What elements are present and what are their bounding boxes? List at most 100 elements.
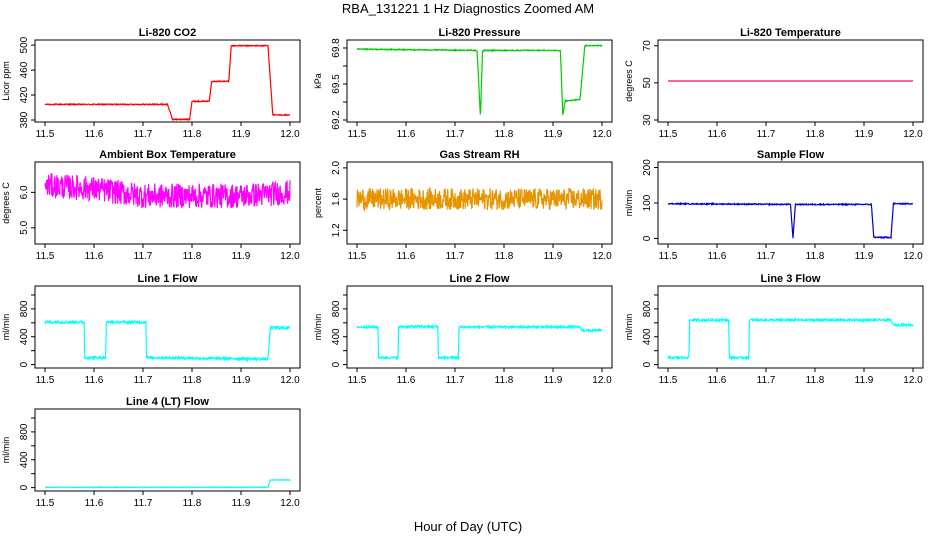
x-tick-label: 11.6 — [85, 375, 104, 386]
panel-1: Li-820 CO2 11.5 11.6 11.7 11.8 11.9 12.0 380 420… — [1, 27, 301, 140]
y-tick-label: 100 — [642, 194, 653, 211]
x-tick-label: 11.8 — [183, 498, 202, 509]
panel-title: Line 1 Flow — [138, 273, 198, 285]
data-series-line — [667, 316, 914, 361]
x-tick-label: 11.7 — [134, 498, 153, 509]
y-axis-label: ml/min — [624, 190, 634, 217]
data-series-line — [44, 44, 291, 121]
panel-title: Line 4 (LT) Flow — [126, 396, 209, 408]
plot-frame — [657, 285, 924, 369]
x-tick-label: 11.6 — [397, 251, 416, 262]
panel-9: Line 3 Flow 11.5 11.6 11.7 11.8 11.9 12.0 0 400 8… — [624, 273, 924, 386]
y-tick-label: 69.2 — [331, 110, 342, 130]
panel-7: Line 1 Flow 11.5 11.6 11.7 11.8 11.9 12.0 0 400 8… — [1, 273, 301, 386]
x-tick-label: 12.0 — [592, 375, 612, 386]
panel-10: Line 4 (LT) Flow 11.5 11.6 11.7 11.8 11.9 12.0… — [1, 396, 301, 509]
x-tick-label: 11.5 — [36, 498, 55, 509]
panel-title: Ambient Box Temperature — [99, 149, 236, 161]
panel-title: Li-820 Pressure — [439, 27, 521, 39]
x-tick-label: 11.5 — [659, 129, 678, 140]
plot-frame — [346, 161, 613, 245]
x-tick-label: 11.6 — [85, 498, 104, 509]
x-tick-label: 11.9 — [544, 251, 563, 262]
x-tick-label: 11.6 — [397, 129, 416, 140]
y-axis-label: ml/min — [1, 437, 11, 464]
y-tick-label: 0 — [642, 235, 653, 241]
x-tick-label: 11.6 — [708, 129, 727, 140]
panel-4: Ambient Box Temperature 11.5 11.6 11.7 11.8 1… — [1, 149, 301, 262]
y-tick-label: 0 — [19, 484, 30, 490]
y-tick-label: 500 — [19, 36, 30, 53]
x-tick-label: 11.7 — [757, 129, 776, 140]
y-tick-label: 800 — [642, 300, 653, 317]
panel-title: Line 3 Flow — [761, 273, 821, 285]
y-tick-label: 1.2 — [331, 223, 342, 237]
y-tick-label: 0 — [19, 361, 30, 367]
x-tick-label: 11.7 — [134, 129, 153, 140]
y-tick-label: 2.0 — [331, 161, 342, 175]
y-tick-label: 400 — [19, 451, 30, 468]
y-tick-label: 69.8 — [331, 38, 342, 58]
x-tick-label: 11.7 — [446, 251, 465, 262]
x-tick-label: 11.5 — [348, 251, 367, 262]
data-series-line — [44, 173, 291, 209]
x-tick-label: 11.8 — [495, 251, 514, 262]
x-tick-label: 11.7 — [446, 375, 465, 386]
y-tick-label: 800 — [19, 423, 30, 440]
x-tick-label: 11.9 — [232, 375, 251, 386]
x-tick-label: 11.8 — [806, 375, 825, 386]
data-series-line — [356, 323, 603, 361]
x-tick-label: 12.0 — [903, 375, 923, 386]
plot-frame — [34, 408, 301, 492]
data-series-line — [356, 44, 603, 115]
x-tick-label: 12.0 — [592, 251, 612, 262]
y-axis-label: ml/min — [1, 314, 11, 341]
x-tick-label: 11.5 — [659, 375, 678, 386]
x-tick-label: 11.9 — [544, 375, 563, 386]
x-tick-label: 12.0 — [280, 251, 300, 262]
x-tick-label: 12.0 — [280, 498, 300, 509]
x-tick-label: 11.5 — [659, 251, 678, 262]
x-tick-label: 11.6 — [708, 251, 727, 262]
y-tick-label: 400 — [331, 328, 342, 345]
plot-frame — [34, 161, 301, 245]
panel-5: Gas Stream RH 11.5 11.6 11.7 11.8 11.9 12.0 1.2… — [313, 149, 613, 262]
data-series-line — [356, 186, 603, 212]
x-tick-label: 11.6 — [85, 129, 104, 140]
x-tick-label: 12.0 — [903, 251, 923, 262]
panel-title: Gas Stream RH — [439, 149, 519, 161]
panel-3: Li-820 Temperature 11.5 11.6 11.7 11.8 11.9 12… — [624, 27, 924, 140]
y-tick-label: 0 — [642, 361, 653, 367]
y-axis-label: Licor ppm — [1, 61, 11, 101]
x-tick-label: 11.8 — [183, 251, 202, 262]
x-tick-label: 12.0 — [280, 375, 300, 386]
y-axis-label: percent — [313, 187, 323, 218]
y-axis-label: degrees C — [1, 182, 11, 224]
x-tick-label: 11.5 — [348, 129, 367, 140]
plot-panels: Li-820 CO2 11.5 11.6 11.7 11.8 11.9 12.0 380 420… — [1, 27, 924, 509]
y-tick-label: 6.0 — [19, 185, 30, 199]
x-tick-label: 11.9 — [232, 129, 251, 140]
panel-title: Li-820 Temperature — [740, 27, 841, 39]
y-tick-label: 1.6 — [331, 192, 342, 206]
y-tick-label: 380 — [19, 111, 30, 128]
x-tick-label: 11.7 — [446, 129, 465, 140]
plot-frame — [34, 285, 301, 369]
y-tick-label: 800 — [19, 300, 30, 317]
plot-frame — [34, 39, 301, 123]
figure-title: RBA_131221 1 Hz Diagnostics Zoomed AM — [342, 1, 594, 16]
y-axis-label: kPa — [313, 73, 323, 89]
y-axis-label: degrees C — [624, 60, 634, 102]
x-tick-label: 11.9 — [232, 498, 251, 509]
panel-6: Sample Flow 11.5 11.6 11.7 11.8 11.9 12.0 0 100 2… — [624, 149, 924, 262]
x-tick-label: 11.6 — [397, 375, 416, 386]
y-tick-label: 200 — [642, 159, 653, 176]
panel-title: Line 2 Flow — [450, 273, 510, 285]
panel-8: Line 2 Flow 11.5 11.6 11.7 11.8 11.9 12.0 0 400 8… — [313, 273, 613, 386]
x-tick-label: 11.8 — [806, 129, 825, 140]
x-tick-label: 11.8 — [495, 129, 514, 140]
y-tick-label: 400 — [642, 328, 653, 345]
plot-frame — [346, 285, 613, 369]
x-tick-label: 11.9 — [855, 129, 874, 140]
